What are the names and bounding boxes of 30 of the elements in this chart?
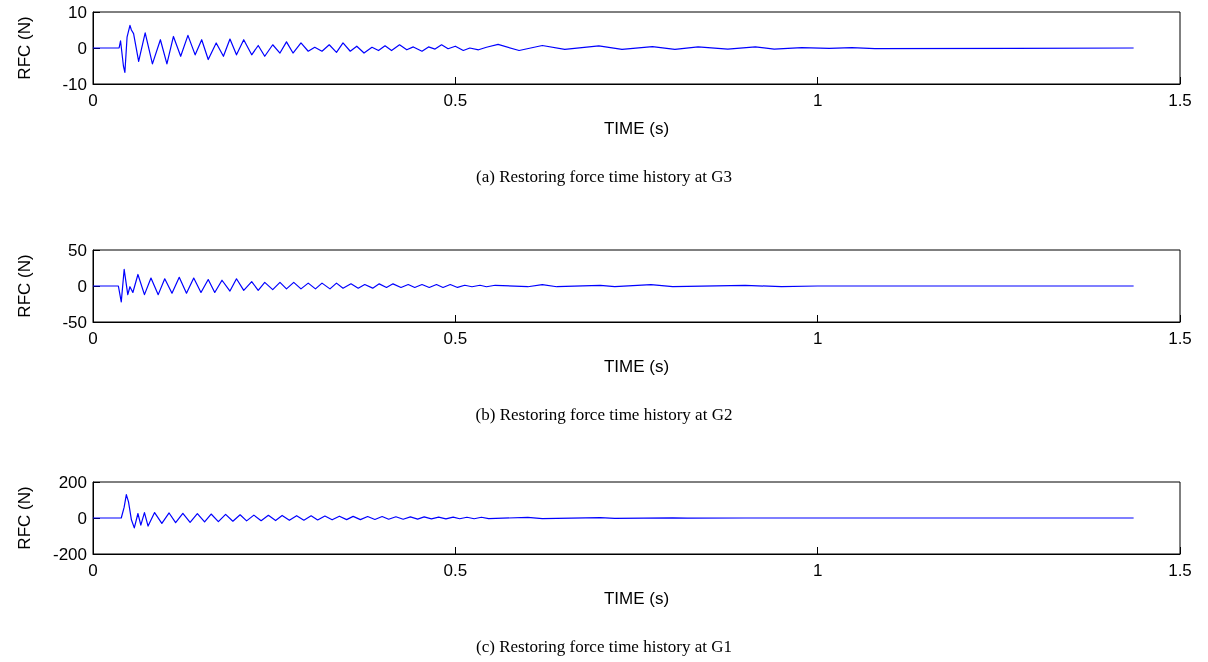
line-series [92,268,1135,303]
text: (a) Restoring force time history at G3 [476,167,732,186]
y-tick-label: 10 [68,2,87,22]
x-tick-label: 1.5 [1168,561,1192,580]
x-tick-label: 1 [812,329,823,348]
y-tick-label: -10 [62,74,87,94]
line-series [92,24,1135,74]
y-axis-title: RFC (N) [15,16,34,80]
y-tick-label: -200 [52,544,87,564]
x-tick-label: 0.5 [443,329,468,348]
x-tick-label: 0.5 [443,561,468,580]
text: (c) Restoring force time history at G1 [476,637,732,656]
y-tick-label: 0 [77,38,87,58]
y-tick-label: -50 [62,312,87,332]
y-tick-label: 200 [58,472,87,492]
x-tick-label: 0.5 [443,91,468,110]
x-axis-title: TIME (s) [603,589,670,608]
y-axis-title: RFC (N) [15,254,34,318]
x-tick-label: 1 [812,561,823,580]
x-tick-label: 1.5 [1168,91,1192,110]
y-axis-title: RFC (N) [15,486,34,550]
x-tick-label: 1 [812,91,823,110]
x-axis-title: TIME (s) [603,119,670,138]
y-tick-label: 0 [77,508,87,528]
line-series [92,494,1135,529]
text: (b) Restoring force time history at G2 [475,405,733,424]
x-tick-label: 1.5 [1168,329,1192,348]
y-tick-label: 50 [68,240,87,260]
x-axis-title: TIME (s) [603,357,670,376]
y-tick-label: 0 [77,276,87,296]
